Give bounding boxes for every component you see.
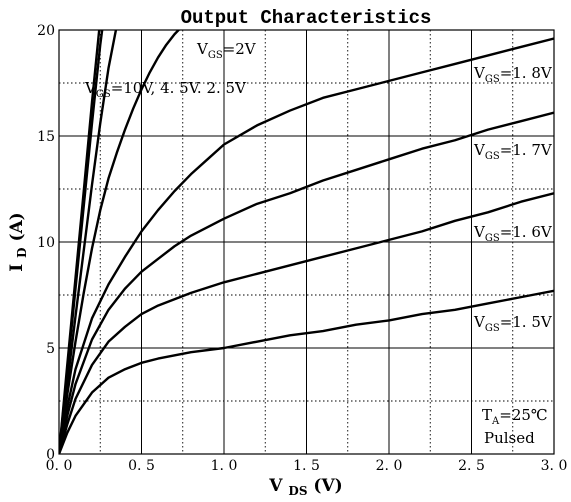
curve-line [59,30,118,454]
annotation-ta: TA=25℃ [482,406,548,427]
x-tick-labels: 0. 0 0. 5 1. 0 1. 5 2. 0 2. 5 3. 0 [46,458,568,474]
x-axis-label-main: V [268,476,283,496]
curve-line [59,30,104,454]
y-tick-label: 10 [37,235,55,251]
annotation-vgs-group: VGS=10V, 4. 5V. 2. 5V [84,79,247,100]
y-axis-label-unit: (A) [7,212,27,241]
y-axis-label: I D (A) [7,212,31,271]
x-tick-label: 0. 0 [46,458,73,474]
x-tick-label: 1. 5 [293,458,320,474]
y-tick-label: 15 [37,129,55,145]
y-tick-label: 20 [37,23,55,39]
annotation-vgs15: VGS=1. 5V [473,313,553,334]
y-axis-label-sub: D [15,247,29,257]
x-tick-label: 1. 0 [211,458,238,474]
curve-line [59,289,554,454]
plot-frame [58,29,555,455]
curve-line [59,30,181,454]
annotation-vgs18: VGS=1. 8V [473,64,553,85]
y-tick-labels: 0 5 10 15 20 [37,23,55,463]
annotation-vgs16: VGS=1. 6V [473,223,553,244]
y-tick-label: 0 [46,447,55,463]
x-axis-label-sub: DS [288,484,307,498]
x-tick-label: 2. 5 [458,458,485,474]
annotation-vgs2: VGS=2V [196,40,257,61]
x-tick-label: 2. 0 [376,458,403,474]
x-tick-label: 3. 0 [541,458,568,474]
annotation-pulsed: Pulsed [484,429,535,447]
chart-title: Output Characteristics [181,7,432,29]
y-tick-label: 5 [46,341,55,357]
y-axis-label-main: I [7,264,27,272]
curve-line [59,111,554,454]
curves [59,30,554,454]
annotation-vgs17: VGS=1. 7V [473,141,553,162]
x-axis-label: V DS (V) [268,476,342,500]
curve-labels: VGS=2V VGS=10V, 4. 5V. 2. 5V VGS=1. 8V VGS=… [84,40,553,447]
x-tick-label: 0. 5 [128,458,155,474]
x-axis-label-unit: (V) [313,476,342,496]
curve-line [59,37,554,454]
curve-line [59,192,554,454]
